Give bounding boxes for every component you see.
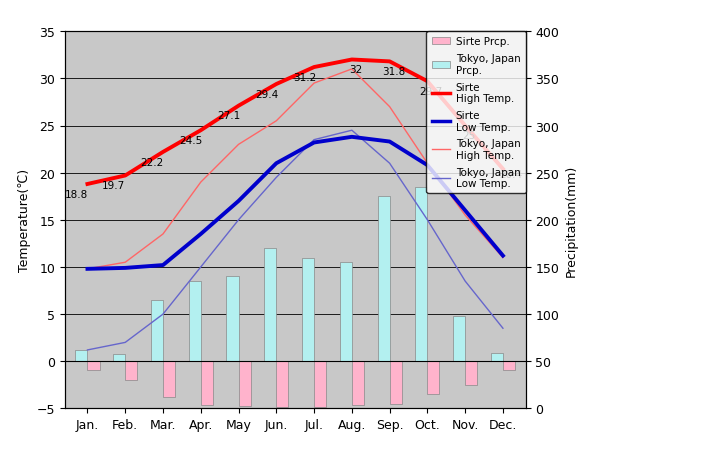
Bar xyxy=(189,281,201,362)
Text: 31.2: 31.2 xyxy=(293,73,316,83)
Bar xyxy=(264,249,276,362)
Y-axis label: Precipitation(mm): Precipitation(mm) xyxy=(564,164,577,276)
Bar xyxy=(238,362,251,406)
Bar xyxy=(314,362,326,408)
Text: 24.5: 24.5 xyxy=(180,135,203,146)
Bar xyxy=(201,362,213,405)
Bar xyxy=(276,362,289,407)
Text: 18.8: 18.8 xyxy=(65,189,88,199)
Text: 29.7: 29.7 xyxy=(420,87,443,97)
Bar xyxy=(163,362,175,397)
Bar xyxy=(113,354,125,362)
Bar xyxy=(377,197,390,362)
Bar xyxy=(453,316,465,362)
Bar xyxy=(302,258,314,362)
Bar xyxy=(76,350,87,362)
Text: 20.4: 20.4 xyxy=(499,169,522,179)
Bar xyxy=(491,353,503,362)
Text: 32: 32 xyxy=(349,65,362,75)
Y-axis label: Temperature(℃): Temperature(℃) xyxy=(18,169,31,272)
Bar xyxy=(390,362,402,404)
Bar xyxy=(227,277,238,362)
Text: 27.1: 27.1 xyxy=(217,111,240,121)
Text: 31.8: 31.8 xyxy=(382,67,405,77)
Bar xyxy=(428,362,439,394)
Bar xyxy=(415,187,428,362)
Bar xyxy=(151,300,163,362)
Bar xyxy=(352,362,364,405)
Text: 19.7: 19.7 xyxy=(102,181,125,191)
Bar xyxy=(125,362,138,380)
Bar xyxy=(340,263,352,362)
Text: 25: 25 xyxy=(462,131,476,141)
Text: 22.2: 22.2 xyxy=(140,157,163,167)
Text: 29.4: 29.4 xyxy=(256,90,279,100)
Bar xyxy=(465,362,477,385)
Legend: Sirte Prcp., Tokyo, Japan
Prcp., Sirte
High Temp., Sirte
Low Temp., Tokyo, Japan: Sirte Prcp., Tokyo, Japan Prcp., Sirte H… xyxy=(426,32,526,194)
Bar xyxy=(87,362,99,370)
Bar xyxy=(503,362,515,370)
